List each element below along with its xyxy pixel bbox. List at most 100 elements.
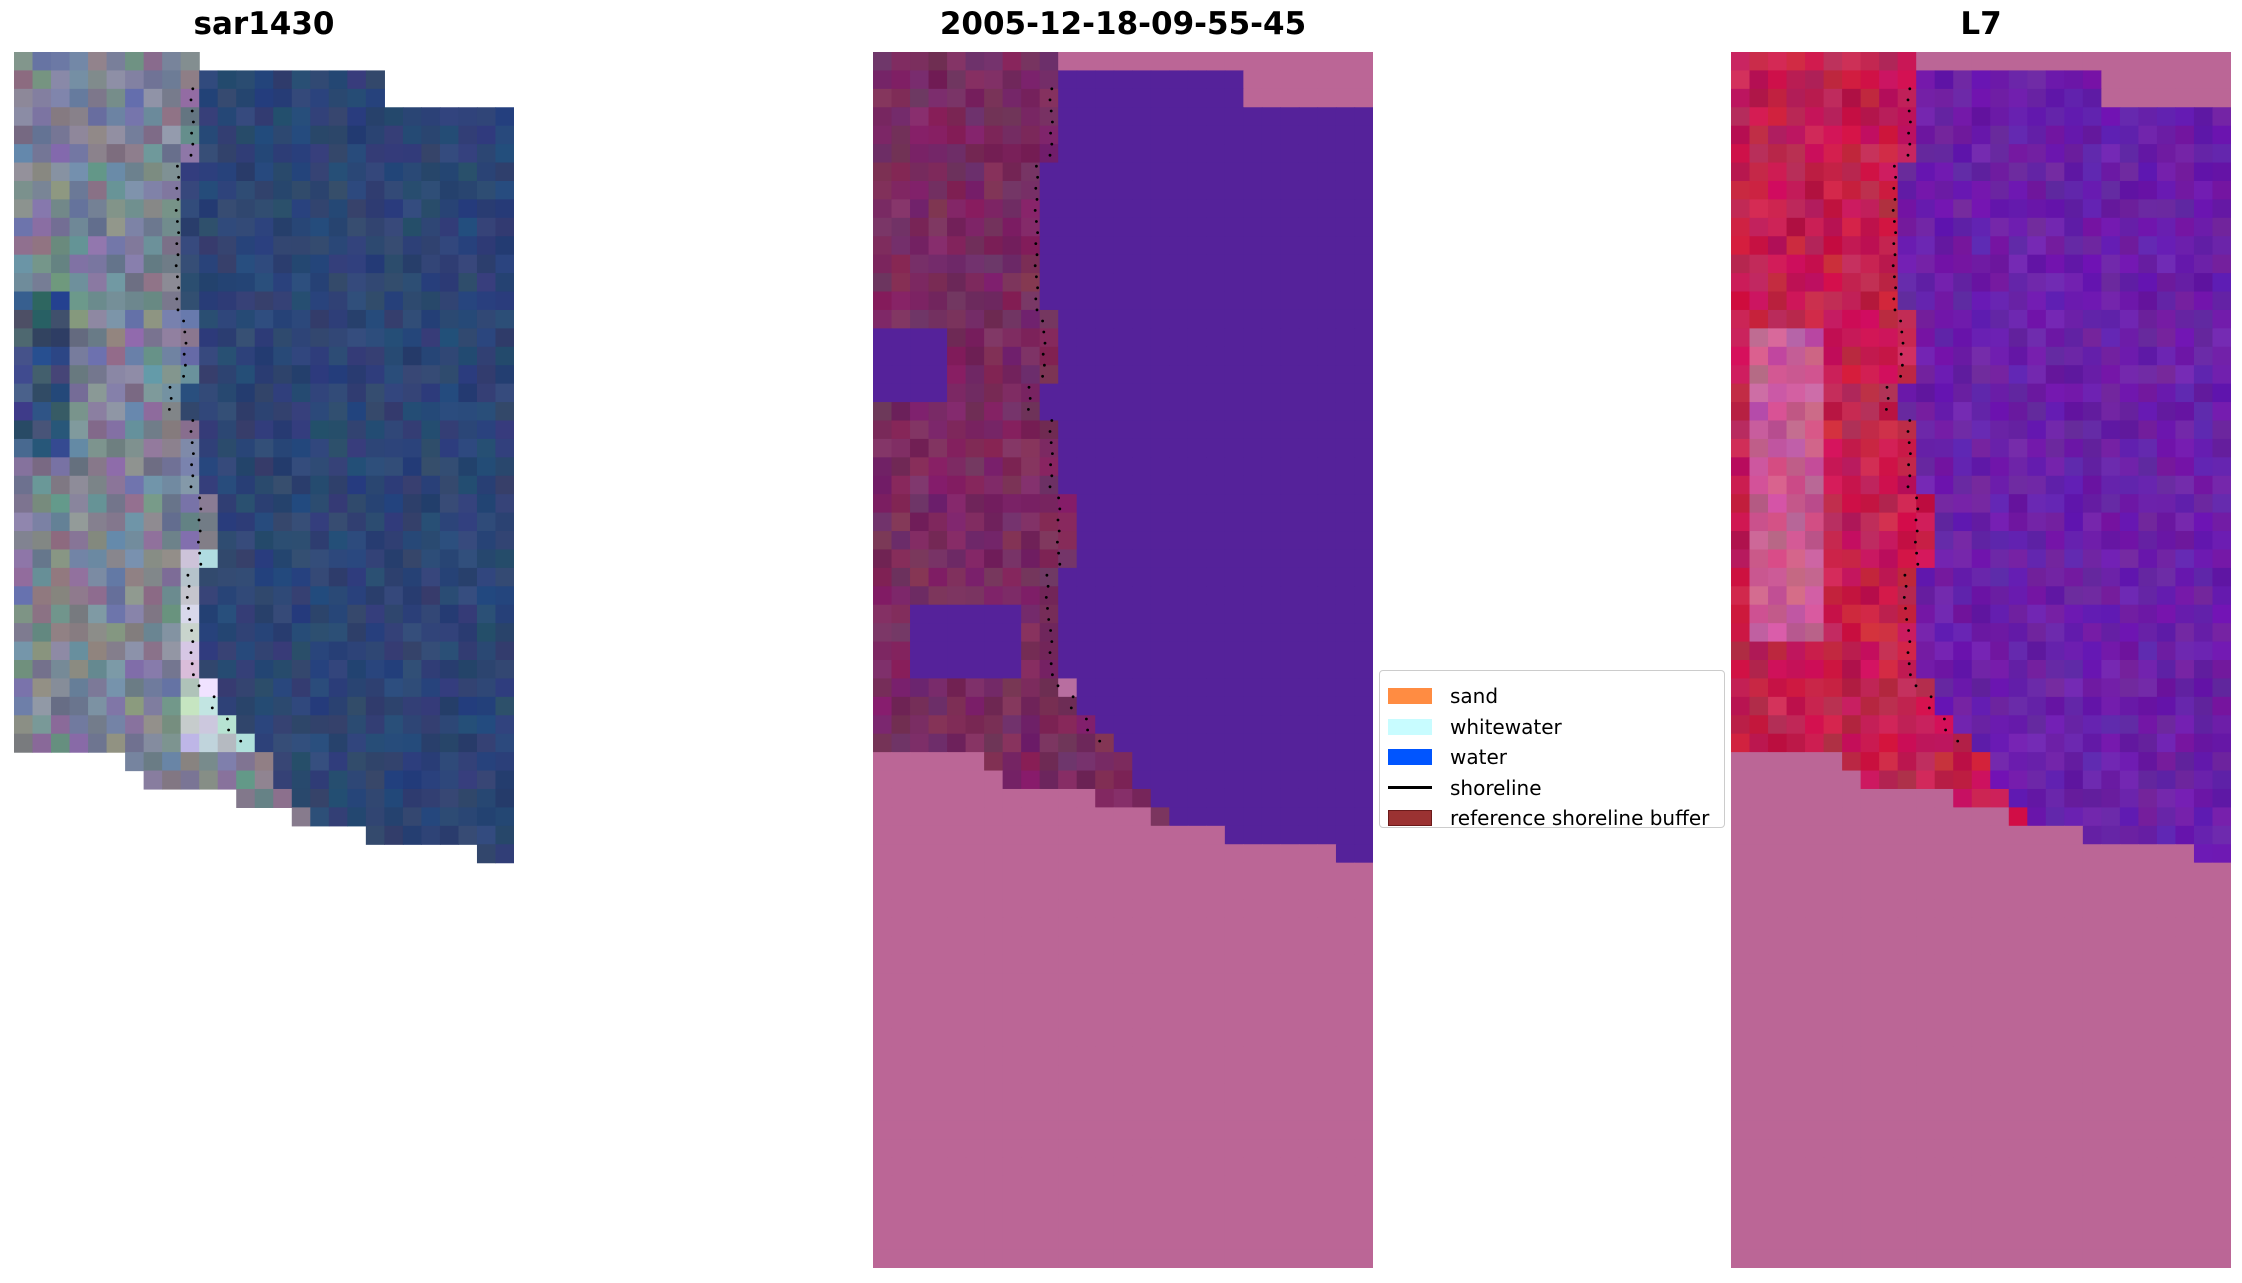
shoreline-point [190, 629, 194, 632]
shoreline-point [1916, 562, 1920, 566]
shoreline-point [1046, 584, 1050, 588]
shoreline-point [1043, 341, 1047, 345]
shoreline-point [1893, 198, 1897, 201]
shoreline-point [192, 673, 195, 677]
shoreline-point [1048, 651, 1052, 654]
shoreline-point [1056, 518, 1060, 522]
legend-label: shoreline [1450, 775, 1542, 800]
legend-label: reference shoreline buffer [1450, 806, 1710, 831]
shoreline-dots-ndwi [1885, 87, 1960, 743]
shoreline-point [1035, 198, 1039, 201]
shoreline-point [191, 474, 195, 478]
legend-label: sand [1450, 684, 1499, 709]
shoreline-point [168, 408, 171, 411]
shoreline-point [1058, 562, 1062, 566]
shoreline-point [184, 341, 188, 345]
shoreline-point [182, 352, 186, 356]
shoreline-point [1908, 419, 1912, 422]
shoreline-dots-rgb [168, 87, 243, 743]
shoreline-point [1901, 363, 1904, 367]
shoreline-point [1927, 706, 1931, 710]
shoreline-point [1915, 551, 1918, 555]
shoreline-point [1891, 264, 1895, 268]
shoreline-point [1906, 430, 1910, 433]
shoreline-point [182, 319, 186, 323]
shoreline-point [198, 551, 202, 555]
shoreline-point [1050, 87, 1054, 91]
shoreline-point [1049, 441, 1053, 444]
shoreline-point [1041, 352, 1045, 356]
shoreline-point [1056, 684, 1060, 688]
shoreline-point [1098, 739, 1102, 743]
shoreline-point [1894, 175, 1897, 179]
right-panel-title: L7 [1960, 6, 2002, 42]
shoreline-point [1907, 131, 1910, 135]
shoreline-point [1035, 164, 1038, 168]
shoreline-point [1051, 452, 1054, 455]
shoreline-point [1033, 209, 1037, 212]
middle-panel-title: 2005-12-18-09-55-45 [939, 6, 1307, 42]
shoreline-point [1915, 496, 1918, 500]
water-swatch [1388, 749, 1432, 766]
legend-label: whitewater [1450, 714, 1562, 739]
shoreline-point [1906, 485, 1910, 489]
rgb-image-panel [14, 52, 514, 1268]
shoreline-point [1049, 662, 1053, 666]
shoreline-point [1899, 352, 1903, 356]
shoreline-point [174, 209, 178, 212]
shoreline-point [1885, 408, 1888, 411]
shoreline-point [176, 308, 180, 312]
shoreline-point [1893, 220, 1896, 223]
shoreline-point [1049, 463, 1052, 467]
shoreline-point [198, 529, 202, 533]
shoreline-point [177, 231, 181, 235]
shoreline-point [176, 253, 180, 257]
shoreline-point [1907, 463, 1910, 467]
shoreline-point [1036, 175, 1039, 179]
shoreline-point [190, 662, 194, 666]
shoreline-dots-classified [1027, 87, 1102, 743]
shoreline-point [1042, 330, 1046, 334]
shoreline-point [199, 507, 203, 511]
shoreline-point [1035, 275, 1038, 279]
shoreline-point [197, 540, 200, 544]
shoreline-point [1892, 186, 1896, 190]
shoreline-point [1057, 551, 1060, 555]
shoreline-point [1048, 153, 1052, 157]
shoreline-point [1892, 242, 1896, 246]
shoreline-point [1041, 374, 1044, 378]
shoreline-point [226, 717, 229, 721]
shoreline-point [189, 153, 193, 157]
shoreline-point [1034, 242, 1038, 246]
shoreline-point [1045, 573, 1049, 577]
shoreline-point [169, 397, 173, 400]
shoreline-point [1048, 485, 1052, 489]
shoreline-point [1047, 618, 1051, 621]
shoreline-point [1057, 529, 1061, 533]
shoreline-point [1916, 507, 1920, 511]
shoreline-point [183, 330, 187, 334]
shoreline-point [175, 186, 179, 190]
shoreline-point [1909, 673, 1912, 677]
shoreline-point [1893, 275, 1896, 279]
shoreline-point [1914, 540, 1917, 544]
shoreline-point [1051, 120, 1054, 124]
shoreline-point [1929, 695, 1933, 699]
legend-item-water: water [1388, 742, 1716, 773]
shoreline-point [190, 463, 194, 467]
shoreline-point [1893, 308, 1897, 312]
shoreline-point [190, 131, 194, 135]
shoreline-point [177, 175, 181, 179]
shoreline-point [176, 220, 179, 223]
shoreline-point [1036, 286, 1039, 290]
shoreline-point [1915, 529, 1919, 533]
whitewater-swatch [1388, 718, 1432, 735]
shoreline-point [1908, 87, 1912, 91]
shoreline-point [185, 596, 189, 599]
legend-item-whitewater: whitewater [1388, 712, 1716, 743]
shoreline-point [1914, 518, 1918, 522]
shoreline-point [1886, 397, 1890, 400]
shoreline-point [1893, 253, 1897, 257]
classified-image [873, 52, 1373, 1268]
shoreline-point [199, 562, 203, 566]
